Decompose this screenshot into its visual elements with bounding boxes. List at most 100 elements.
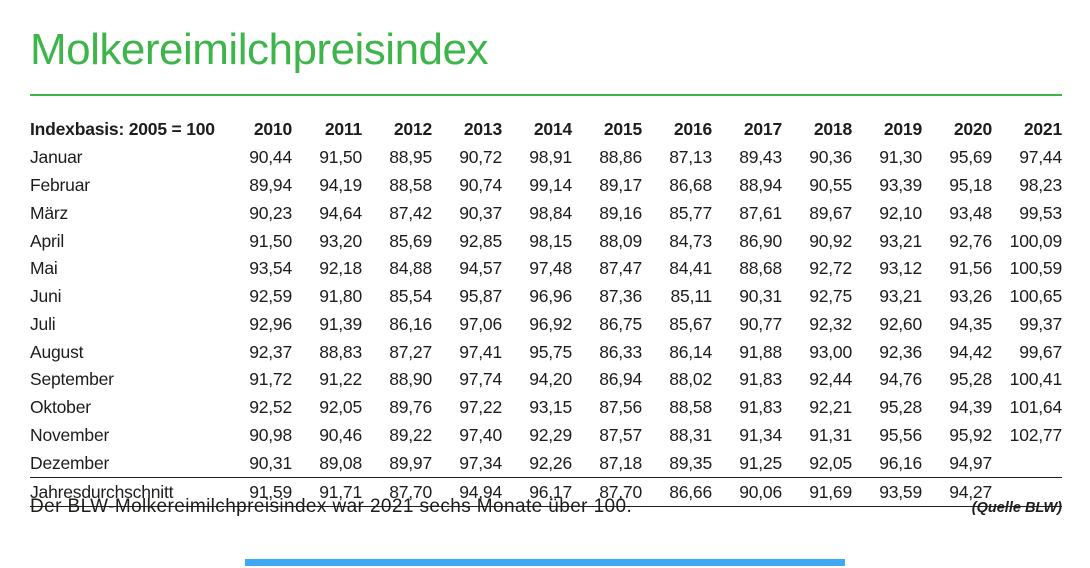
value-cell: 101,64 (1009, 397, 1063, 418)
value-cell: 85,67 (669, 313, 712, 334)
value-cell: 89,35 (669, 452, 712, 473)
value-cell: 97,44 (1019, 147, 1062, 168)
indexbasis-header-label: Indexbasis: 2005 = 100 (30, 119, 215, 140)
value-cell: 92,37 (249, 341, 292, 362)
value-cell: 94,57 (459, 258, 502, 279)
value-cell: 88,83 (319, 341, 362, 362)
year-column-header: 2020 (953, 119, 992, 140)
value-cell: 85,54 (389, 286, 432, 307)
value-cell: 87,18 (599, 452, 642, 473)
value-cell: 100,09 (1009, 230, 1063, 251)
value-cell: 87,56 (599, 397, 642, 418)
table-row: Oktober 92,52 92,05 89,76 97,22 93,15 87,56 88,… (30, 394, 1062, 422)
value-cell: 86,94 (599, 369, 642, 390)
value-cell: 91,83 (739, 369, 782, 390)
row-label: Juli (30, 313, 56, 334)
value-cell: 88,95 (389, 147, 432, 168)
year-column-header: 2016 (673, 119, 712, 140)
table-row: Juni 92,59 91,80 85,54 95,87 96,96 87,36 85,11 9… (30, 283, 1062, 311)
value-cell: 95,28 (949, 369, 992, 390)
value-cell: 92,18 (319, 258, 362, 279)
value-cell: 91,83 (739, 397, 782, 418)
value-cell: 91,22 (319, 369, 362, 390)
value-cell: 87,42 (389, 202, 432, 223)
value-cell: 98,91 (529, 147, 572, 168)
value-cell: 89,67 (809, 202, 852, 223)
year-column-header: 2021 (1023, 119, 1062, 140)
value-cell: 93,21 (879, 286, 922, 307)
value-cell: 93,54 (249, 258, 292, 279)
value-cell: 89,22 (389, 424, 432, 445)
value-cell: 98,15 (529, 230, 572, 251)
value-cell: 90,92 (809, 230, 852, 251)
value-cell: 88,09 (599, 230, 642, 251)
value-cell: 95,28 (879, 397, 922, 418)
table-row: Juli 92,96 91,39 86,16 97,06 96,92 86,75 85,67 9… (30, 310, 1062, 338)
value-cell: 96,92 (529, 313, 572, 334)
value-cell: 94,27 (949, 481, 992, 502)
row-label: Februar (30, 174, 90, 195)
year-column-header: 2019 (883, 119, 922, 140)
value-cell: 88,86 (599, 147, 642, 168)
row-label: Juni (30, 286, 62, 307)
value-cell: 86,66 (669, 481, 712, 502)
value-cell: 93,59 (879, 481, 922, 502)
value-cell: 93,39 (879, 174, 922, 195)
table-row: Mai 93,54 92,18 84,88 94,57 97,48 87,47 84,41 88… (30, 255, 1062, 283)
row-label: Dezember (30, 452, 110, 473)
table-row: August 92,37 88,83 87,27 97,41 95,75 86,33 86,1… (30, 338, 1062, 366)
value-cell: 95,56 (879, 424, 922, 445)
row-label: Mai (30, 258, 58, 279)
value-cell: 93,21 (879, 230, 922, 251)
value-cell: 94,97 (949, 452, 992, 473)
value-cell: 97,74 (459, 369, 502, 390)
value-cell: 86,14 (669, 341, 712, 362)
value-cell: 94,76 (879, 369, 922, 390)
value-cell: 89,97 (389, 452, 432, 473)
value-cell: 89,94 (249, 174, 292, 195)
value-cell: 94,94 (459, 481, 502, 502)
value-cell: 100,59 (1009, 258, 1063, 279)
value-cell: 90,77 (739, 313, 782, 334)
table-row: November 90,98 90,46 89,22 97,40 92,29 87,57 88… (30, 422, 1062, 450)
row-label: April (30, 230, 65, 251)
value-cell: 99,53 (1019, 202, 1062, 223)
bottom-accent-bar (245, 559, 845, 566)
value-cell: 92,21 (809, 397, 852, 418)
value-cell: 91,72 (249, 369, 292, 390)
value-cell: 89,16 (599, 202, 642, 223)
value-cell: 97,48 (529, 258, 572, 279)
value-cell: 89,43 (739, 147, 782, 168)
value-cell: 94,64 (319, 202, 362, 223)
value-cell: 93,12 (879, 258, 922, 279)
value-cell: 90,72 (459, 147, 502, 168)
value-cell: 99,67 (1019, 341, 1062, 362)
value-cell: 94,39 (949, 397, 992, 418)
value-cell: 98,23 (1019, 174, 1062, 195)
value-cell: 96,16 (879, 452, 922, 473)
value-cell: 84,73 (669, 230, 712, 251)
value-cell: 90,46 (319, 424, 362, 445)
value-cell: 99,14 (529, 174, 572, 195)
row-label: November (30, 424, 110, 445)
value-cell: 84,88 (389, 258, 432, 279)
value-cell: 91,50 (249, 230, 292, 251)
value-cell: 87,47 (599, 258, 642, 279)
table-header: Indexbasis: 2005 = 100 2010 2011 2012 2013 2… (30, 116, 1062, 144)
value-cell: 88,02 (669, 369, 712, 390)
row-label: September (30, 369, 114, 390)
value-cell: 90,06 (739, 481, 782, 502)
value-cell: 86,68 (669, 174, 712, 195)
value-cell: 90,98 (249, 424, 292, 445)
value-cell: 99,37 (1019, 313, 1062, 334)
value-cell: 86,90 (739, 230, 782, 251)
table-row: Januar 90,44 91,50 88,95 90,72 98,91 88,86 87,1… (30, 144, 1062, 172)
value-cell: 91,39 (319, 313, 362, 334)
page-title: Molkereimilchpreisindex (30, 25, 489, 74)
value-cell: 94,20 (529, 369, 572, 390)
value-cell: 90,74 (459, 174, 502, 195)
value-cell: 90,31 (739, 286, 782, 307)
value-cell: 85,77 (669, 202, 712, 223)
value-cell: 92,05 (319, 397, 362, 418)
